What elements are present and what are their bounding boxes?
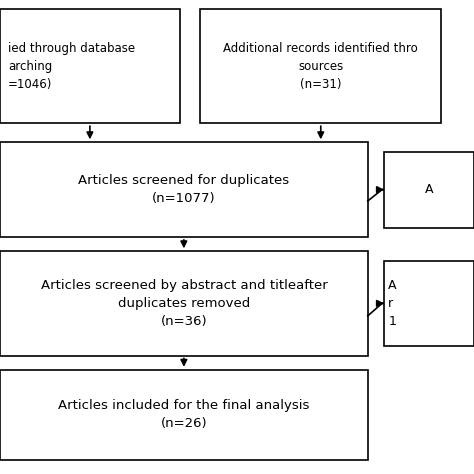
Text: Articles screened by abstract and titleafter: Articles screened by abstract and titlea…	[40, 279, 327, 292]
Text: Additional records identified thro: Additional records identified thro	[223, 42, 418, 55]
Text: r: r	[388, 297, 393, 310]
Text: (n=26): (n=26)	[161, 417, 207, 430]
Text: (n=36): (n=36)	[161, 315, 207, 328]
Bar	[384, 261, 474, 346]
Text: =1046): =1046)	[8, 78, 53, 91]
Text: A: A	[425, 183, 433, 196]
Text: 1: 1	[388, 315, 396, 328]
Text: sources: sources	[298, 60, 343, 73]
Bar	[0, 251, 368, 356]
Bar	[384, 152, 474, 228]
Text: Articles screened for duplicates: Articles screened for duplicates	[78, 174, 290, 187]
Text: (n=31): (n=31)	[300, 78, 342, 91]
Text: A: A	[388, 279, 397, 292]
Bar	[0, 9, 180, 123]
Bar	[0, 370, 368, 460]
Text: duplicates removed: duplicates removed	[118, 297, 250, 310]
Text: arching: arching	[8, 60, 53, 73]
Text: ied through database: ied through database	[8, 42, 135, 55]
Text: (n=1077): (n=1077)	[152, 192, 216, 205]
Bar	[200, 9, 441, 123]
Bar	[0, 142, 368, 237]
Text: Articles included for the final analysis: Articles included for the final analysis	[58, 399, 310, 412]
